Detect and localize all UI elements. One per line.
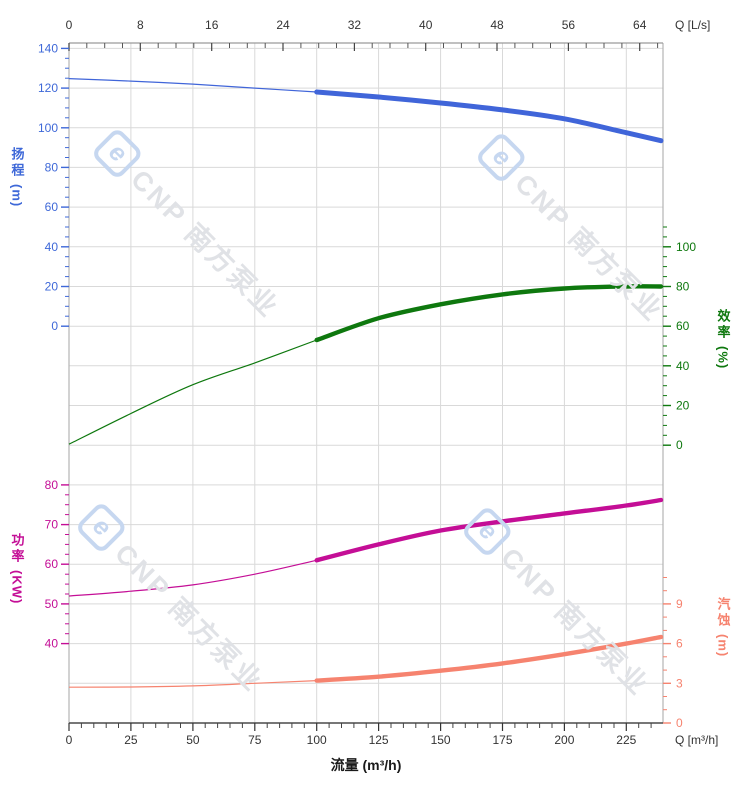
npsh-curve-rated xyxy=(314,634,664,683)
bottom-axis-tick-label: 100 xyxy=(307,733,327,747)
npsh-axis-tick-label: 3 xyxy=(676,676,683,690)
top-axis-tick-label: 56 xyxy=(562,18,576,32)
power-axis-tick-label: 70 xyxy=(45,518,59,532)
bottom-axis-tick-label: 75 xyxy=(248,733,262,747)
power-axis-tick-label: 50 xyxy=(45,597,59,611)
power-axis-tick-label: 60 xyxy=(45,557,59,571)
bottom-axis-tick-label: 150 xyxy=(431,733,451,747)
bottom-axis-tick-label: 0 xyxy=(66,733,73,747)
npsh-curve-extended xyxy=(68,680,317,688)
top-axis-tick-label: 0 xyxy=(66,18,73,32)
head-axis-tick-label: 20 xyxy=(45,280,59,294)
efficiency-axis-tick-label: 60 xyxy=(676,319,690,333)
head-axis-tick-label: 60 xyxy=(45,200,59,214)
efficiency-axis-tick-label: 40 xyxy=(676,359,690,373)
head-axis-tick-label: 80 xyxy=(45,160,59,174)
head-axis-tick-label: 100 xyxy=(38,121,58,135)
npsh-axis-tick-label: 0 xyxy=(676,716,683,730)
efficiency-axis-tick-label: 20 xyxy=(676,399,690,413)
head-curve-extended xyxy=(68,78,317,93)
npsh-axis-title: 汽蚀 (m) xyxy=(714,597,732,657)
efficiency-axis-title-text: 效率 xyxy=(715,309,731,341)
bottom-axis-tick-label: 50 xyxy=(186,733,200,747)
power-axis-tick-label: 40 xyxy=(45,637,59,651)
efficiency-axis-unit: (%) xyxy=(715,346,731,370)
flow-axis-title: 流量 (m³/h) xyxy=(330,757,402,773)
npsh-axis-tick-label: 6 xyxy=(676,637,683,651)
bottom-axis-unit-label: Q [m³/h] xyxy=(675,733,718,747)
npsh-axis-unit: (m) xyxy=(715,634,731,658)
efficiency-axis-tick-label: 100 xyxy=(676,240,696,254)
head-axis-title-text: 扬程 xyxy=(9,147,25,179)
npsh-axis-title-text: 汽蚀 xyxy=(715,597,731,629)
bottom-axis-tick-label: 225 xyxy=(616,733,636,747)
head-axis-tick-label: 40 xyxy=(45,240,59,254)
efficiency-curve-rated xyxy=(314,284,664,343)
top-axis-tick-label: 32 xyxy=(348,18,362,32)
power-axis-unit: (KW) xyxy=(9,570,25,605)
top-axis-tick-label: 40 xyxy=(419,18,433,32)
bottom-axis-tick-label: 25 xyxy=(124,733,138,747)
power-curve-extended xyxy=(68,559,317,597)
bottom-axis-tick-label: 175 xyxy=(492,733,512,747)
npsh-axis-tick-label: 9 xyxy=(676,597,683,611)
top-axis-unit-label: Q [L/s] xyxy=(675,18,710,32)
power-axis-title-text: 功率 xyxy=(9,533,25,565)
efficiency-axis-tick-label: 80 xyxy=(676,280,690,294)
top-axis-tick-label: 48 xyxy=(490,18,504,32)
efficiency-curve-extended xyxy=(68,339,317,445)
head-axis-unit: (m) xyxy=(9,184,25,208)
top-axis-tick-label: 8 xyxy=(137,18,144,32)
head-axis-tick-label: 0 xyxy=(51,319,58,333)
top-axis-tick-label: 24 xyxy=(276,18,290,32)
head-axis-tick-label: 140 xyxy=(38,41,58,55)
bottom-axis-tick-label: 125 xyxy=(369,733,389,747)
top-axis-tick-label: 16 xyxy=(205,18,219,32)
power-curve-rated xyxy=(314,497,664,563)
head-axis-tick-label: 120 xyxy=(38,81,58,95)
power-axis-tick-label: 80 xyxy=(45,478,59,492)
power-axis-title: 功率 (KW) xyxy=(8,533,26,604)
bottom-axis-tick-label: 200 xyxy=(554,733,574,747)
efficiency-axis-title: 效率 (%) xyxy=(714,309,732,369)
efficiency-axis-tick-label: 0 xyxy=(676,438,683,452)
top-axis-tick-label: 64 xyxy=(633,18,647,32)
head-axis-title: 扬程 (m) xyxy=(8,147,26,207)
head-curve-rated xyxy=(314,89,664,144)
